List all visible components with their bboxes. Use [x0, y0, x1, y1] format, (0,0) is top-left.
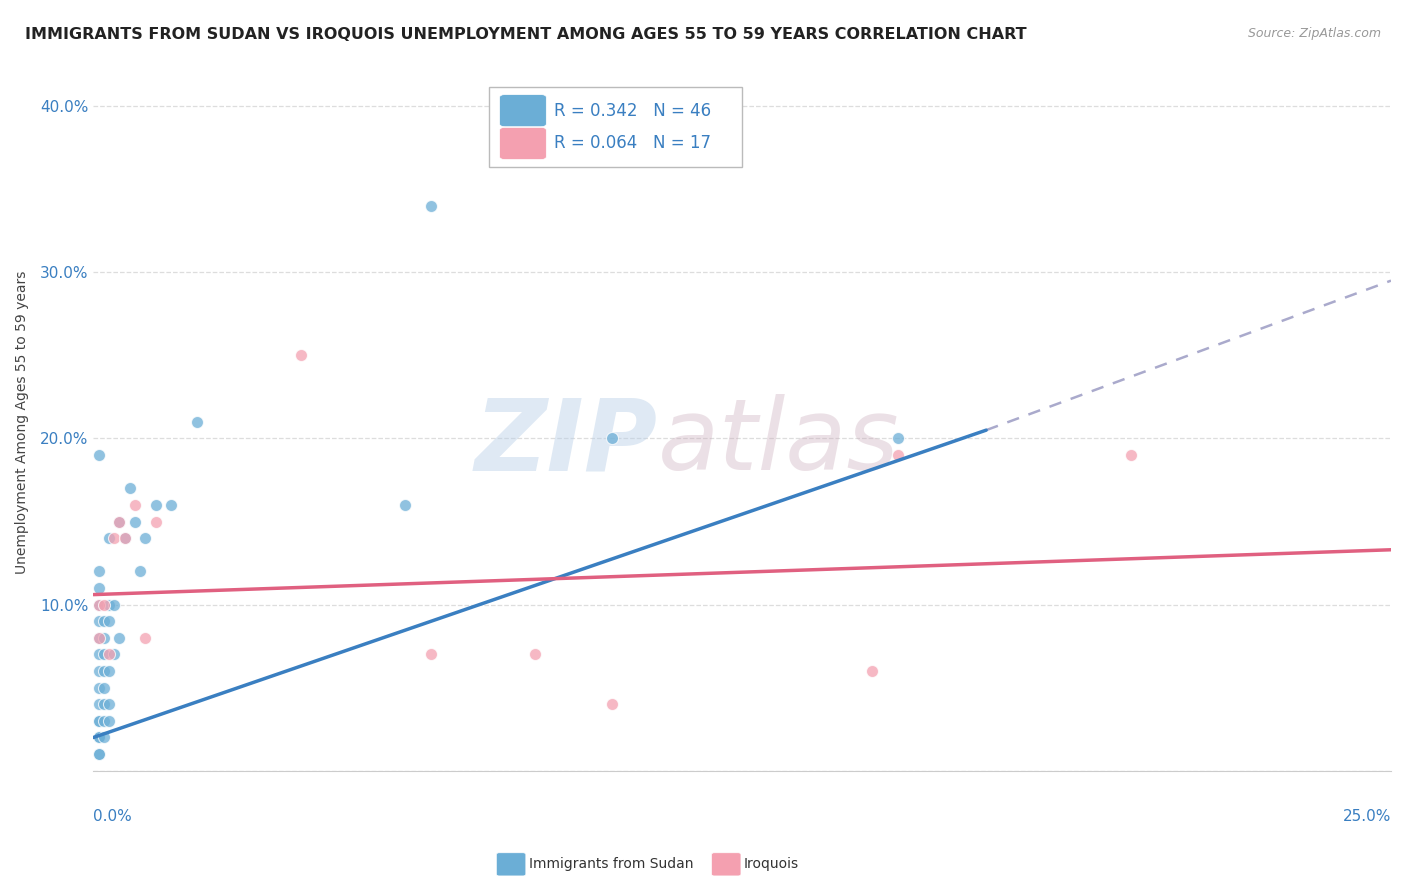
Text: ZIP: ZIP [475, 394, 658, 491]
Point [290, 348, 312, 362]
Point [124, 498, 146, 512]
Point [103, 598, 125, 612]
Text: Immigrants from Sudan: Immigrants from Sudan [529, 857, 693, 871]
Point [98, 648, 121, 662]
Point [108, 515, 131, 529]
Point [93, 664, 115, 678]
Point [108, 515, 131, 529]
Text: R = 0.064   N = 17: R = 0.064 N = 17 [554, 135, 711, 153]
Point [87, 565, 110, 579]
Point [145, 498, 167, 512]
Point [93, 714, 115, 728]
FancyBboxPatch shape [499, 95, 547, 127]
Point [602, 432, 624, 446]
Point [887, 448, 910, 462]
Point [87, 631, 110, 645]
Point [87, 448, 110, 462]
Point [87, 747, 110, 761]
Point [87, 648, 110, 662]
Text: 25.0%: 25.0% [1343, 809, 1391, 824]
Text: R = 0.342   N = 46: R = 0.342 N = 46 [554, 102, 711, 120]
Point [87, 714, 110, 728]
Text: Source: ZipAtlas.com: Source: ZipAtlas.com [1247, 27, 1381, 40]
Point [145, 515, 167, 529]
Y-axis label: Unemployment Among Ages 55 to 59 years: Unemployment Among Ages 55 to 59 years [15, 270, 30, 574]
Point [87, 581, 110, 595]
Point [98, 598, 121, 612]
Point [103, 648, 125, 662]
Point [394, 498, 416, 512]
Point [134, 631, 156, 645]
Point [129, 565, 152, 579]
Point [108, 631, 131, 645]
Text: atlas: atlas [658, 394, 900, 491]
Text: IMMIGRANTS FROM SUDAN VS IROQUOIS UNEMPLOYMENT AMONG AGES 55 TO 59 YEARS CORRELA: IMMIGRANTS FROM SUDAN VS IROQUOIS UNEMPL… [25, 27, 1026, 42]
Point [87, 598, 110, 612]
Point [160, 498, 183, 512]
Text: 0.0%: 0.0% [93, 809, 132, 824]
Point [419, 648, 441, 662]
FancyBboxPatch shape [489, 87, 742, 167]
Point [87, 664, 110, 678]
Point [93, 698, 115, 712]
FancyBboxPatch shape [499, 128, 547, 160]
Point [887, 432, 910, 446]
Point [87, 731, 110, 745]
Point [87, 747, 110, 761]
Point [134, 531, 156, 545]
Point [87, 698, 110, 712]
Point [93, 614, 115, 628]
Point [98, 664, 121, 678]
Point [124, 515, 146, 529]
Point [87, 631, 110, 645]
Point [186, 415, 208, 429]
Point [87, 598, 110, 612]
Point [87, 614, 110, 628]
Point [93, 648, 115, 662]
Point [93, 731, 115, 745]
Point [860, 664, 883, 678]
Point [114, 531, 136, 545]
Point [419, 199, 441, 213]
Point [98, 614, 121, 628]
Point [1121, 448, 1143, 462]
Point [93, 598, 115, 612]
Point [103, 531, 125, 545]
Point [98, 714, 121, 728]
Point [98, 698, 121, 712]
Point [118, 481, 141, 495]
Point [87, 681, 110, 695]
Point [87, 731, 110, 745]
Point [98, 531, 121, 545]
Point [93, 631, 115, 645]
Point [87, 714, 110, 728]
Point [93, 681, 115, 695]
Point [114, 531, 136, 545]
Point [602, 698, 624, 712]
Text: Iroquois: Iroquois [744, 857, 799, 871]
Point [523, 648, 546, 662]
